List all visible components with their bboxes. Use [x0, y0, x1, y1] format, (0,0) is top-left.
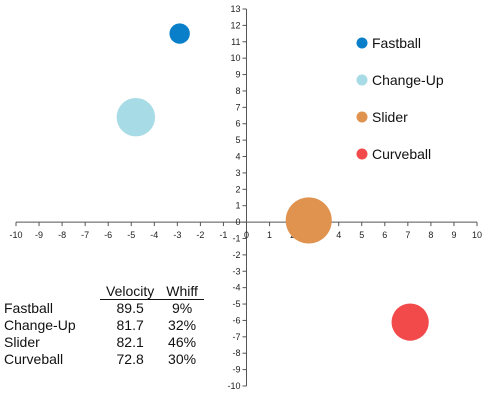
pitch-name: Change-Up [4, 317, 76, 333]
x-tick-label: 4 [336, 230, 341, 240]
y-tick-label: -9 [232, 365, 240, 375]
whiff-value: 46% [168, 334, 197, 350]
y-tick-label: -6 [232, 315, 240, 325]
stats-header-whiff: Whiff [160, 284, 204, 300]
x-tick-label: -5 [127, 230, 135, 240]
tick-labels: -10-9-8-7-6-5-4-3-2-1012345678910-10-9-8… [9, 4, 482, 391]
axes [15, 8, 478, 387]
x-tick-label: 9 [451, 230, 456, 240]
pitch-name: Curveball [4, 351, 64, 367]
velocity-value: 82.1 [116, 334, 144, 350]
whiff-value: 30% [168, 351, 197, 367]
y-tick-label: -2 [232, 250, 240, 260]
table-row: Curveball 72.8 30% [4, 351, 204, 368]
stats-header-velocity: Velocity [100, 284, 161, 300]
y-tick-label: -7 [232, 332, 240, 342]
legend-marker [356, 111, 368, 123]
stats-header-row: Velocity Whiff [4, 284, 204, 300]
y-tick-label: 5 [235, 135, 240, 145]
x-tick-label: -8 [58, 230, 66, 240]
stats-header-blank [4, 284, 100, 300]
velocity-value: 81.7 [116, 317, 144, 333]
bubble-slider [285, 197, 332, 244]
table-row: Slider 82.1 46% [4, 334, 204, 351]
y-tick-label: 0 [235, 217, 240, 227]
table-row: Change-Up 81.7 32% [4, 317, 204, 334]
y-tick-label: 12 [230, 20, 240, 30]
y-tick-label: -10 [227, 381, 240, 391]
legend-label: Change-Up [372, 72, 444, 88]
y-tick-label: -4 [232, 283, 240, 293]
table-row: Fastball 89.5 9% [4, 300, 204, 318]
whiff-value: 32% [168, 317, 197, 333]
x-tick-label: -10 [9, 230, 22, 240]
y-tick-label: 4 [235, 152, 240, 162]
y-tick-label: -8 [232, 348, 240, 358]
y-tick-label: -1 [232, 233, 240, 243]
x-tick-label: 8 [428, 230, 433, 240]
legend-marker [356, 74, 368, 86]
whiff-value: 9% [171, 300, 193, 316]
x-tick-label: 7 [405, 230, 410, 240]
x-tick-label: 1 [267, 230, 272, 240]
legend-label: Fastball [372, 35, 421, 51]
bubble-change-up [116, 97, 156, 137]
velocity-value: 89.5 [116, 300, 144, 316]
y-tick-label: 2 [235, 184, 240, 194]
legend-marker [356, 37, 368, 49]
x-tick-label: 5 [359, 230, 364, 240]
y-tick-label: 8 [235, 86, 240, 96]
x-tick-label: 10 [472, 230, 482, 240]
x-tick-label: 6 [382, 230, 387, 240]
velocity-value: 72.8 [116, 351, 144, 367]
x-tick-label: -9 [35, 230, 43, 240]
x-tick-label: -3 [173, 230, 181, 240]
legend-label: Slider [372, 109, 408, 125]
x-tick-label: 0 [244, 230, 249, 240]
y-tick-label: 10 [230, 53, 240, 63]
bubble-curveball [391, 303, 429, 341]
data-points [116, 23, 429, 341]
legend-label: Curveball [372, 146, 431, 162]
y-tick-label: 13 [230, 4, 240, 14]
y-tick-label: 7 [235, 102, 240, 112]
y-tick-label: 3 [235, 168, 240, 178]
x-tick-label: -6 [104, 230, 112, 240]
y-tick-label: 9 [235, 70, 240, 80]
y-tick-label: 6 [235, 119, 240, 129]
x-tick-label: -7 [81, 230, 89, 240]
legend-marker [356, 148, 368, 160]
y-tick-label: 11 [231, 37, 240, 47]
pitch-name: Fastball [4, 299, 54, 316]
pitch-name: Slider [4, 334, 40, 350]
bubble-fastball [169, 23, 190, 44]
x-tick-label: -1 [219, 230, 227, 240]
y-tick-label: 1 [235, 201, 240, 211]
legend: Fastball Change-Up Slider Curveball [356, 35, 444, 162]
x-tick-label: -2 [196, 230, 204, 240]
x-tick-label: -4 [150, 230, 158, 240]
y-tick-label: -3 [232, 266, 240, 276]
y-tick-label: -5 [232, 299, 240, 309]
stats-table: Velocity Whiff Fastball 89.5 9% Change-U… [4, 284, 204, 368]
